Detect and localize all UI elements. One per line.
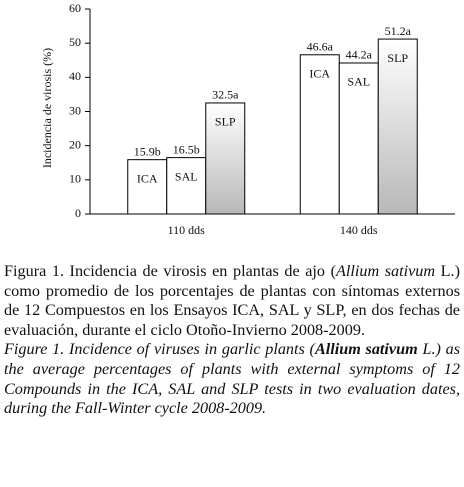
value-label: 44.2a [346, 48, 373, 62]
series-label: SLP [215, 115, 236, 129]
bar [299, 54, 340, 215]
value-label: 15.9b [134, 144, 161, 158]
series-label: ICA [137, 171, 158, 185]
caption-text: Figure 1. Incidence of viruses in garlic… [4, 340, 315, 359]
value-label: 46.6a [307, 40, 334, 54]
series-label: SAL [347, 75, 370, 89]
y-tick-label: 60 [69, 1, 81, 15]
caption: Figura 1. Incidencia de virosis en plant… [4, 262, 460, 419]
caption-text: L.) as the average percentages of plants… [4, 340, 460, 418]
caption-text: Figura 1. Incidencia de virosis en plant… [4, 262, 336, 280]
x-tick-label: 140 dds [340, 223, 378, 237]
bar [205, 102, 246, 215]
series-label: ICA [309, 67, 330, 81]
bar [166, 157, 207, 215]
caption-text: Allium sativum [314, 340, 418, 359]
caption-text: Allium sativum [336, 262, 436, 280]
series-label: SAL [175, 169, 198, 183]
y-tick-label: 30 [69, 103, 81, 117]
y-tick-label: 50 [69, 35, 81, 49]
y-tick-label: 20 [69, 137, 81, 151]
value-label: 32.5a [212, 88, 239, 102]
bar [377, 38, 418, 215]
value-label: 16.5b [173, 142, 200, 156]
bar [338, 62, 379, 215]
chart: Incidencia de virosis (%) 0 10 20 30 40 50 60 1… [40, 1, 455, 237]
bar [127, 159, 168, 215]
y-tick-label: 0 [75, 206, 81, 220]
caption-english: Figure 1. Incidence of viruses in garlic… [4, 340, 460, 418]
x-tick-label: 110 dds [168, 223, 206, 237]
y-axis-label: Incidencia de virosis (%) [40, 48, 54, 168]
y-tick-label: 10 [69, 172, 81, 186]
y-tick-label: 40 [69, 69, 81, 83]
value-label: 51.2a [385, 24, 412, 38]
series-label: SLP [387, 51, 408, 65]
caption-text: L.) como promedio de los porcentajes de … [4, 262, 460, 339]
caption-spanish: Figura 1. Incidencia de virosis en plant… [4, 262, 460, 340]
